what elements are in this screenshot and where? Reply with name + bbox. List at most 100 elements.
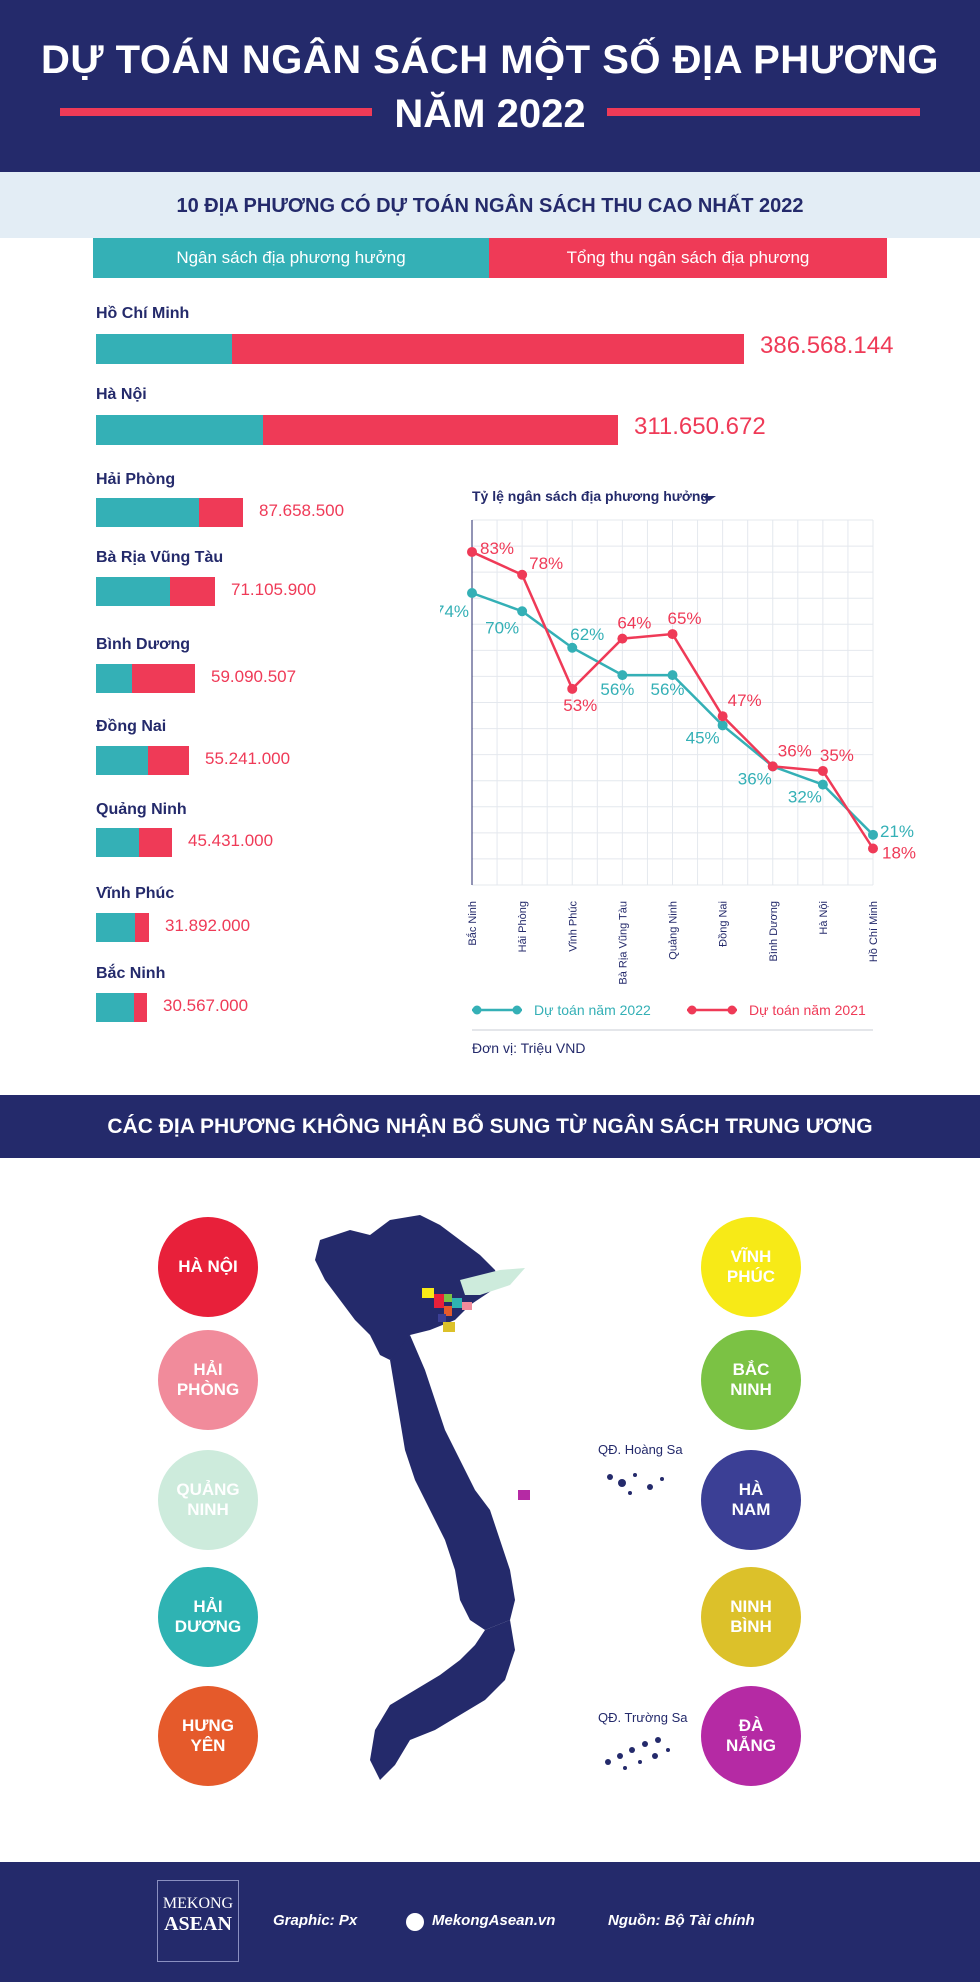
province-name-line2: PHÒNG <box>176 1380 240 1399</box>
province-name-line1: VĨNH <box>730 1247 772 1266</box>
data-label: 62% <box>570 625 604 644</box>
legend-dot <box>687 1005 697 1015</box>
island-truongsa <box>605 1737 670 1770</box>
map-highlight-hanam <box>438 1314 446 1322</box>
map-center <box>390 1335 515 1630</box>
bar-local-share <box>96 498 199 527</box>
cursor-icon <box>406 1913 424 1931</box>
province-name: NINH BÌNH <box>730 1597 772 1637</box>
province-name-line2: PHÚC <box>726 1267 776 1286</box>
bar-local-share <box>96 334 232 364</box>
province-circle: HẢI PHÒNG <box>158 1330 258 1430</box>
bar-label: Quảng Ninh <box>96 801 187 818</box>
footer-site[interactable]: MekongAsean.vn <box>432 1912 556 1929</box>
map-highlight-haiphong <box>462 1302 472 1310</box>
province-name-line2: NINH <box>730 1380 772 1399</box>
data-point <box>767 761 778 772</box>
data-point <box>667 629 678 640</box>
province-circle: BẮC NINH <box>701 1330 801 1430</box>
data-point <box>868 829 878 840</box>
bar-local-share <box>96 577 170 606</box>
data-label: 65% <box>667 609 701 628</box>
province-circle: ĐÀ NẴNG <box>701 1686 801 1786</box>
data-point <box>717 720 728 731</box>
map-highlight-hungyen <box>444 1306 452 1316</box>
data-point <box>617 670 628 681</box>
legend-teal: Ngân sách địa phương hưởng <box>93 238 489 278</box>
bar-value-label: 31.892.000 <box>165 916 251 935</box>
data-point <box>567 683 578 694</box>
unit-note: Đơn vị: Triệu VND <box>472 1040 586 1056</box>
data-label: 47% <box>728 691 762 710</box>
province-name: BẮC NINH <box>730 1360 772 1400</box>
province-name-line1: QUẢNG <box>176 1480 240 1499</box>
section2-band <box>0 1095 980 1158</box>
province-circle: NINH BÌNH <box>701 1567 801 1667</box>
bar-value-label: 30.567.000 <box>163 996 249 1015</box>
province-name-line1: HẢI <box>193 1360 223 1379</box>
data-label: 45% <box>686 728 720 747</box>
data-point <box>868 843 878 854</box>
map-highlight-danang <box>518 1490 530 1500</box>
x-tick-label: Bình Dương <box>768 901 780 961</box>
province-name: QUẢNG NINH <box>176 1480 239 1520</box>
province-name-line1: HƯNG <box>182 1716 234 1735</box>
page-title-line1: DỰ TOÁN NGÂN SÁCH MỘT SỐ ĐỊA PHƯƠNG <box>40 38 939 82</box>
bar-value-label: 386.568.144 <box>760 332 894 359</box>
data-point <box>617 633 628 644</box>
data-label: 53% <box>563 696 597 715</box>
bar-value-label: 87.658.500 <box>259 501 345 520</box>
data-label: 83% <box>480 539 514 558</box>
bar-label: Hà Nội <box>96 386 147 403</box>
province-name: HÀ NỘI <box>178 1257 238 1277</box>
province-name-line2: NẴNG <box>725 1736 777 1755</box>
line-chart: Bắc Ninh Hải Phòng Vĩnh Phúc Bà Rịa Vũng Tà… <box>440 496 916 1031</box>
bar-local-share <box>96 746 148 775</box>
bar-local-share <box>96 415 263 445</box>
map-highlight-hanoi <box>434 1294 444 1308</box>
province-name: HÀ NAM <box>732 1480 771 1520</box>
bar-label: Hồ Chí Minh <box>96 305 190 322</box>
province-name-line1: HÀ <box>738 1480 764 1499</box>
legend-dot <box>512 1005 522 1015</box>
footer-source: Nguồn: Bộ Tài chính <box>608 1912 755 1929</box>
legend-red: Tổng thu ngân sách địa phương <box>489 238 887 278</box>
map-south <box>370 1620 515 1780</box>
data-label: 78% <box>529 554 563 573</box>
data-label: 18% <box>882 844 916 863</box>
bar-value-label: 59.090.507 <box>211 667 297 686</box>
data-point <box>467 546 477 557</box>
data-point <box>817 765 828 776</box>
legend-dot <box>472 1005 482 1015</box>
province-name: HƯNG YÊN <box>182 1716 234 1756</box>
province-name-line1: ĐÀ <box>738 1716 764 1735</box>
bar-label: Hải Phòng <box>96 471 176 488</box>
bar-local-share <box>96 993 134 1022</box>
province-name-line2: YÊN <box>190 1736 226 1755</box>
province-name-line1: HÀ NỘI <box>178 1257 238 1276</box>
map-highlight-vinhphuc <box>422 1288 434 1298</box>
bar-value-label: 311.650.672 <box>634 413 766 440</box>
header-banner <box>0 0 980 172</box>
x-tick-label: Hà Nội <box>818 901 830 935</box>
province-name-line2: DƯƠNG <box>174 1617 242 1636</box>
province-name-line2: NINH <box>187 1500 229 1519</box>
legend-label: Dự toán năm 2021 <box>749 1002 866 1018</box>
data-label: 70% <box>485 618 519 637</box>
province-name-line2: NAM <box>731 1500 771 1519</box>
province-circle: HƯNG YÊN <box>158 1686 258 1786</box>
bar-local-share <box>96 664 132 693</box>
x-tick-label: Vĩnh Phúc <box>567 901 579 952</box>
province-circle: HÀ NỘI <box>158 1217 258 1317</box>
province-name-line1: NINH <box>730 1597 772 1616</box>
map-highlight-haiduong <box>452 1298 462 1308</box>
province-circle: VĨNH PHÚC <box>701 1217 801 1317</box>
section1-band <box>0 172 980 238</box>
bar-label: Vĩnh Phúc <box>96 885 175 902</box>
bar-label: Bình Dương <box>96 636 191 653</box>
map-highlight-quangninh <box>460 1268 525 1295</box>
footer-graphic: Graphic: Px <box>273 1912 358 1929</box>
province-name-line2: BÌNH <box>730 1617 772 1636</box>
data-label: 36% <box>778 741 812 760</box>
data-point <box>467 588 477 598</box>
